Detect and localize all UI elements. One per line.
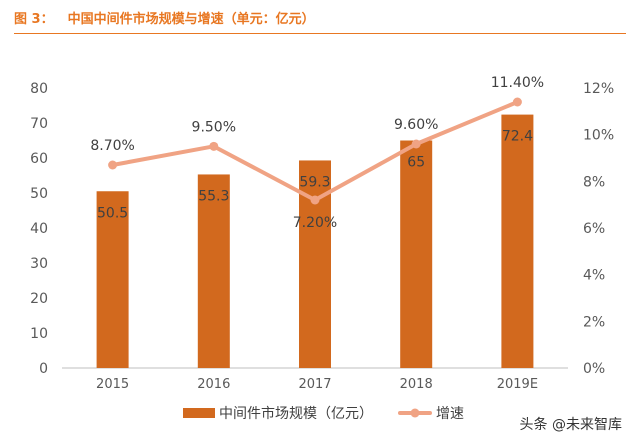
right-axis-tick-label: 4% [583,268,605,284]
figure-title: 图 3： 中国中间件市场规模与增速（单元：亿元） [14,8,315,27]
figure-label: 图 3： [14,12,54,27]
line-data-label: 7.20% [293,215,337,231]
bar [197,174,230,368]
bar-series [96,114,534,368]
legend-swatch-bar [183,408,215,418]
watermark: 头条 @未来智库 [519,417,622,433]
right-axis-tick-label: 0% [583,361,605,377]
x-axis-tick-label: 2019E [497,377,538,392]
right-axis-ticks: 0% 2% 4% 6% 8% 10% 12% [583,81,614,377]
line-data-label: 8.70% [90,138,134,154]
left-axis-tick-label: 60 [30,151,48,167]
right-axis-tick-label: 2% [583,314,605,330]
bar-data-label: 59.3 [299,174,330,190]
x-axis-tick-label: 2015 [96,377,129,392]
x-axis-tick-label: 2018 [400,377,433,392]
bar-data-label: 72.4 [502,129,533,145]
line-data-label: 11.40% [491,75,544,91]
left-axis-tick-label: 70 [30,116,48,132]
left-axis-tick-label: 40 [30,221,48,237]
x-axis-tick-label: 2016 [197,377,230,392]
left-axis-tick-label: 50 [30,186,48,202]
growth-point [108,160,118,170]
figure-title-text: 中国中间件市场规模与增速（单元：亿元） [67,12,315,27]
bar-data-labels: 50.5 55.3 59.3 65 72.4 [97,129,533,222]
left-axis-tick-label: 0 [39,361,48,377]
bar-data-label: 55.3 [198,188,229,204]
legend-label-line: 增速 [436,406,464,422]
left-axis-tick-label: 80 [30,81,48,97]
left-axis-tick-label: 20 [30,291,48,307]
line-data-label: 9.60% [394,117,438,133]
right-axis-tick-label: 6% [583,221,605,237]
left-axis-tick-label: 30 [30,256,48,272]
line-data-label: 9.50% [192,119,236,135]
growth-point [310,195,320,205]
bar-data-label: 50.5 [97,205,128,221]
line-series [108,97,522,205]
right-axis-tick-label: 10% [583,128,614,144]
x-axis-tick-label: 2017 [298,377,331,392]
legend-swatch-marker [410,408,420,418]
bar [501,114,534,368]
bar [400,140,433,368]
legend-label-bar: 中间件市场规模（亿元） [219,405,373,422]
title-rule [14,33,626,34]
right-axis-tick-label: 8% [583,174,605,190]
growth-point [512,97,522,107]
line-data-labels: 8.70% 9.50% 7.20% 9.60% 11.40% [90,75,544,231]
x-axis-ticks: 2015 2016 2017 2018 2019E [96,377,538,392]
left-axis-ticks: 0 10 20 30 40 50 60 70 80 [30,81,48,377]
bar [96,191,129,368]
growth-point [411,139,421,149]
legend: 中间件市场规模（亿元） 增速 [183,405,464,422]
growth-point [209,141,219,151]
right-axis-tick-label: 12% [583,81,614,97]
bar-data-label: 65 [407,155,425,171]
left-axis-tick-label: 10 [30,326,48,342]
